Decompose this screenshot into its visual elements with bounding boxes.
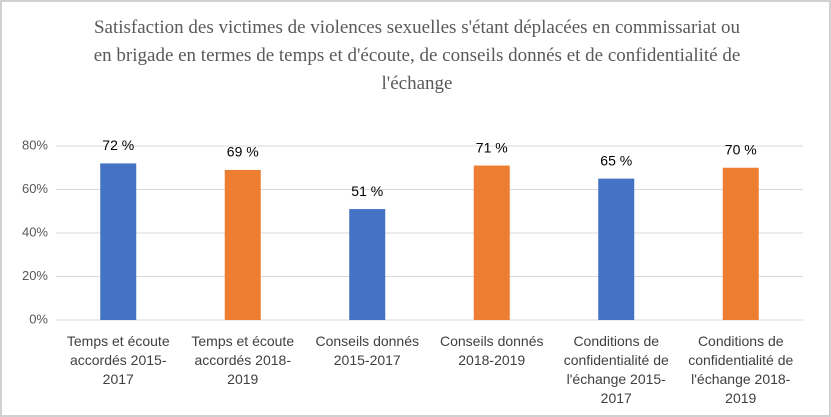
y-tick-label: 60% (22, 181, 48, 196)
bar (100, 163, 137, 320)
y-tick-label: 0% (29, 311, 48, 326)
bar (224, 169, 261, 320)
y-tick-label: 40% (22, 224, 48, 239)
x-tick-label: Conditions de confidentialité de l'échan… (563, 333, 669, 406)
data-label: 69 % (227, 144, 259, 160)
x-tick-label: Temps et écoute accordés 2018-2019 (191, 333, 295, 387)
y-tick-label: 80% (22, 137, 48, 152)
x-tick-label: Temps et écoute accordés 2015-2017 (66, 333, 170, 387)
x-tick-label: Conditions de confidentialité de l'échan… (688, 333, 794, 406)
data-label: 65 % (600, 152, 632, 168)
bar (349, 209, 386, 320)
data-label: 71 % (476, 139, 508, 155)
y-tick-label: 20% (22, 268, 48, 283)
chart-title: Satisfaction des victimes de violences s… (93, 17, 741, 94)
bar (722, 167, 759, 320)
bar (473, 165, 510, 320)
bar (598, 178, 635, 320)
data-label: 72 % (102, 137, 134, 153)
x-tick-label: Conseils donnés 2018-2019 (439, 333, 544, 368)
data-label: 70 % (725, 141, 757, 157)
x-tick-label: Conseils donnés 2015-2017 (315, 333, 419, 368)
data-label: 51 % (351, 183, 383, 199)
